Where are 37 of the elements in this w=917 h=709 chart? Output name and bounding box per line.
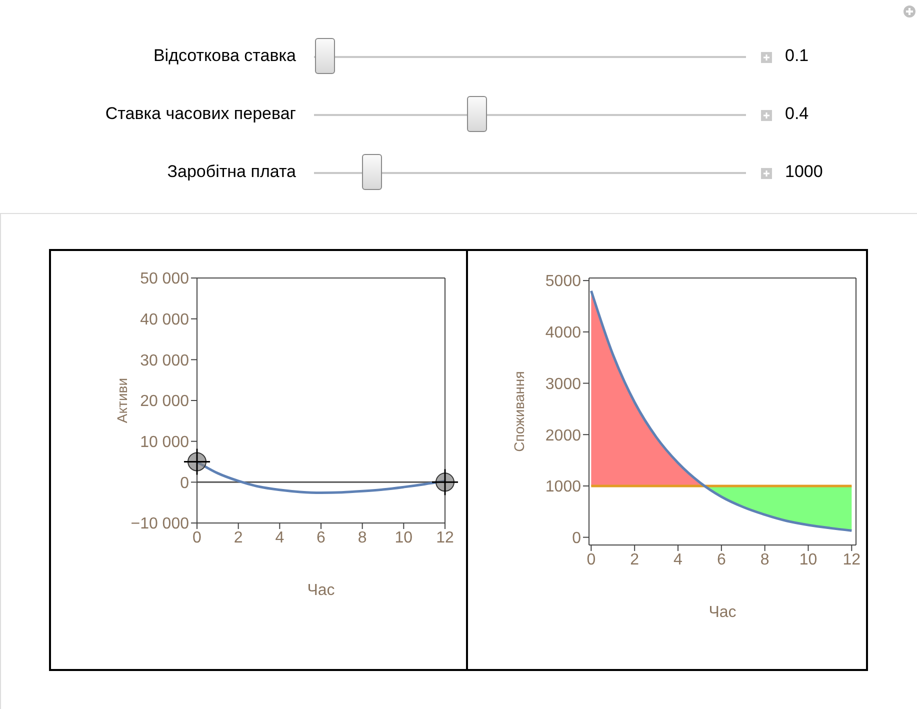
x-tick-label: 6	[716, 551, 726, 568]
x-tick-label: 10	[394, 529, 413, 546]
x-axis-title: Час	[708, 604, 736, 621]
text: 0.1	[785, 46, 809, 66]
y-tick-label: 2000	[545, 427, 582, 444]
text: Заробітна плата	[167, 162, 296, 182]
y-tick-label: 40 000	[140, 312, 190, 329]
y-tick-label: 5000	[545, 273, 582, 290]
text: 0.4	[785, 104, 809, 124]
x-tick-label: 12	[842, 551, 861, 568]
x-tick-label: 2	[630, 551, 640, 568]
x-tick-label: 12	[436, 529, 454, 546]
text: Ставка часових переваг	[105, 104, 296, 124]
y-tick-label: 1000	[545, 478, 582, 496]
y-tick-label: 3000	[545, 376, 582, 393]
y-tick-label: 4000	[545, 324, 582, 342]
x-tick-label: 0	[586, 551, 596, 568]
y-tick-label: −10 000	[130, 516, 190, 533]
y-tick-label: 20 000	[140, 393, 190, 410]
text: 1000	[785, 162, 823, 182]
y-tick-label: 30 000	[140, 352, 190, 370]
x-tick-label: 4	[275, 529, 284, 546]
y-tick-label: 0	[180, 474, 190, 492]
x-tick-label: 2	[234, 529, 243, 546]
x-axis-title: Час	[307, 582, 335, 599]
x-tick-label: 8	[760, 551, 770, 568]
y-axis-title: Активи	[114, 378, 130, 424]
x-tick-label: 6	[316, 529, 326, 546]
y-axis-title: Споживання	[510, 371, 527, 452]
text: Відсоткова ставка	[153, 46, 296, 66]
x-tick-label: 8	[358, 529, 367, 546]
y-tick-label: 10 000	[140, 434, 190, 452]
y-tick-label: 50 000	[140, 270, 190, 288]
x-tick-label: 0	[192, 529, 202, 546]
x-tick-label: 4	[674, 551, 683, 568]
x-tick-label: 10	[799, 551, 818, 568]
line-series	[590, 290, 853, 532]
